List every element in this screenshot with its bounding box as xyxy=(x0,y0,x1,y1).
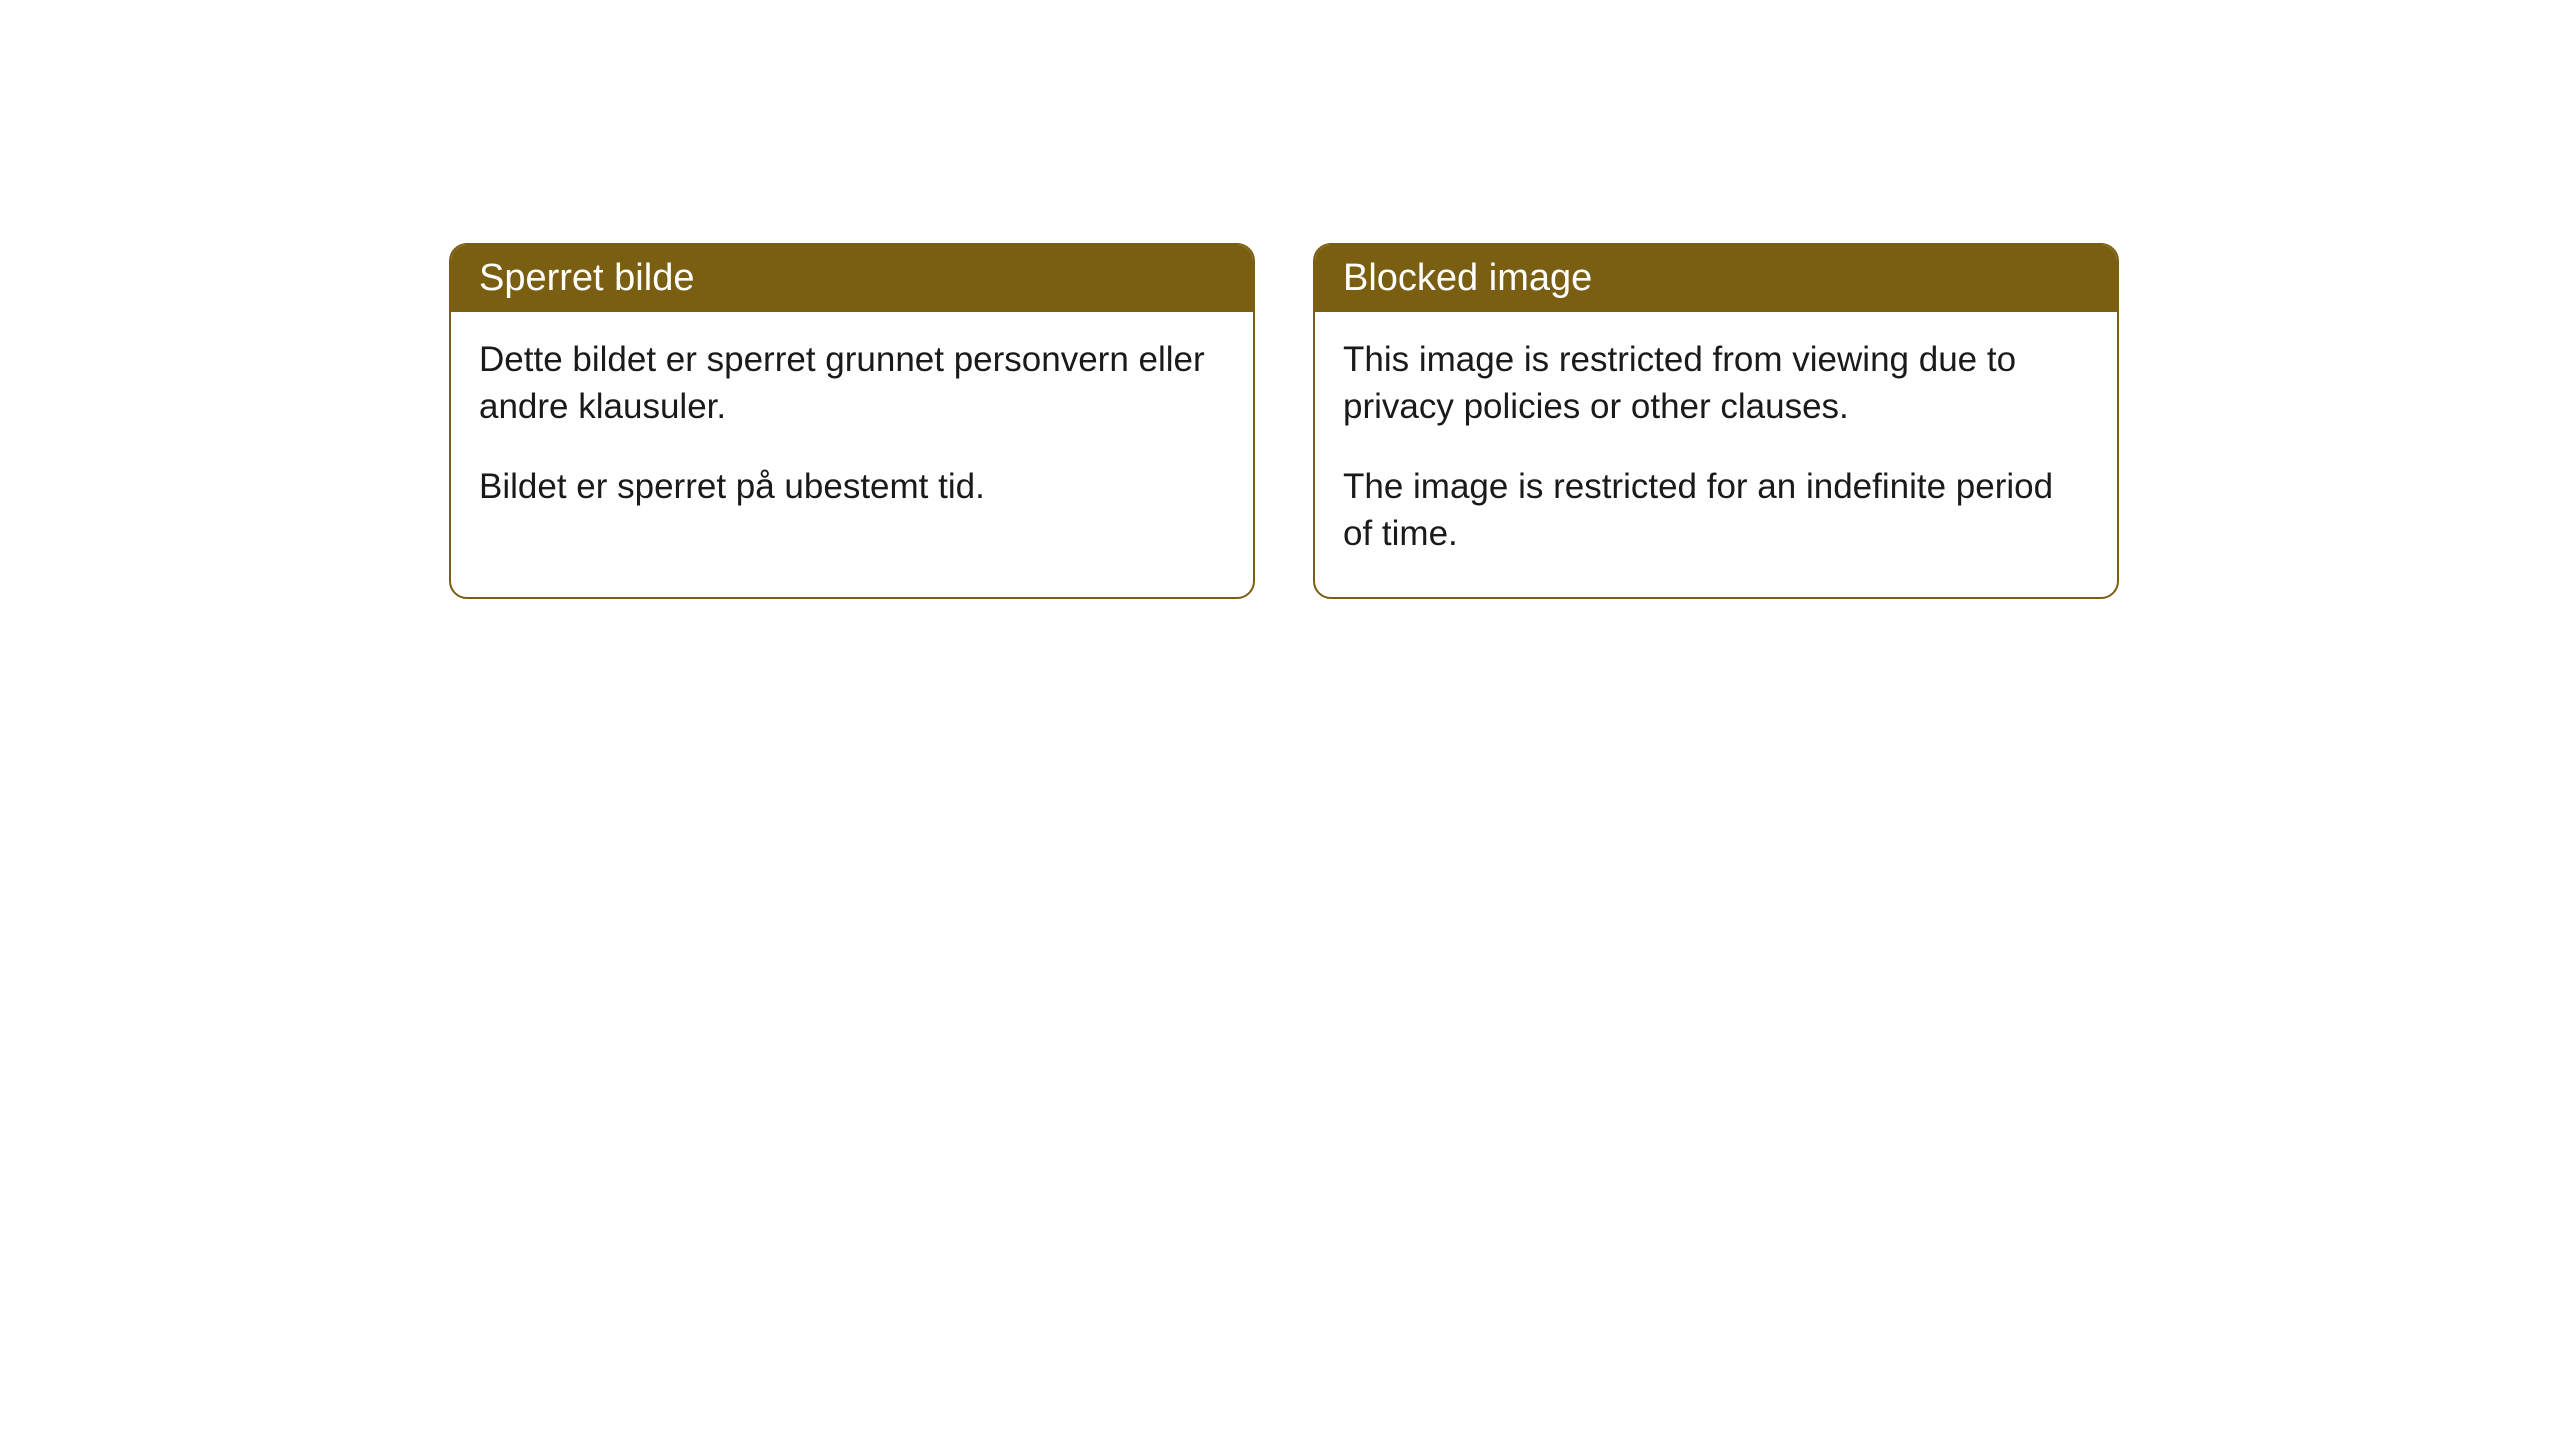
card-english: Blocked image This image is restricted f… xyxy=(1313,243,2119,599)
card-paragraph: Dette bildet er sperret grunnet personve… xyxy=(479,336,1225,431)
card-body-english: This image is restricted from viewing du… xyxy=(1315,312,2117,597)
card-title: Sperret bilde xyxy=(479,257,694,299)
card-paragraph: This image is restricted from viewing du… xyxy=(1343,336,2089,431)
card-header-english: Blocked image xyxy=(1315,245,2117,312)
card-title: Blocked image xyxy=(1343,257,1592,299)
card-header-norwegian: Sperret bilde xyxy=(451,245,1253,312)
card-paragraph: Bildet er sperret på ubestemt tid. xyxy=(479,463,1225,510)
card-paragraph: The image is restricted for an indefinit… xyxy=(1343,463,2089,558)
cards-container: Sperret bilde Dette bildet er sperret gr… xyxy=(449,243,2560,599)
card-norwegian: Sperret bilde Dette bildet er sperret gr… xyxy=(449,243,1255,599)
card-body-norwegian: Dette bildet er sperret grunnet personve… xyxy=(451,312,1253,550)
